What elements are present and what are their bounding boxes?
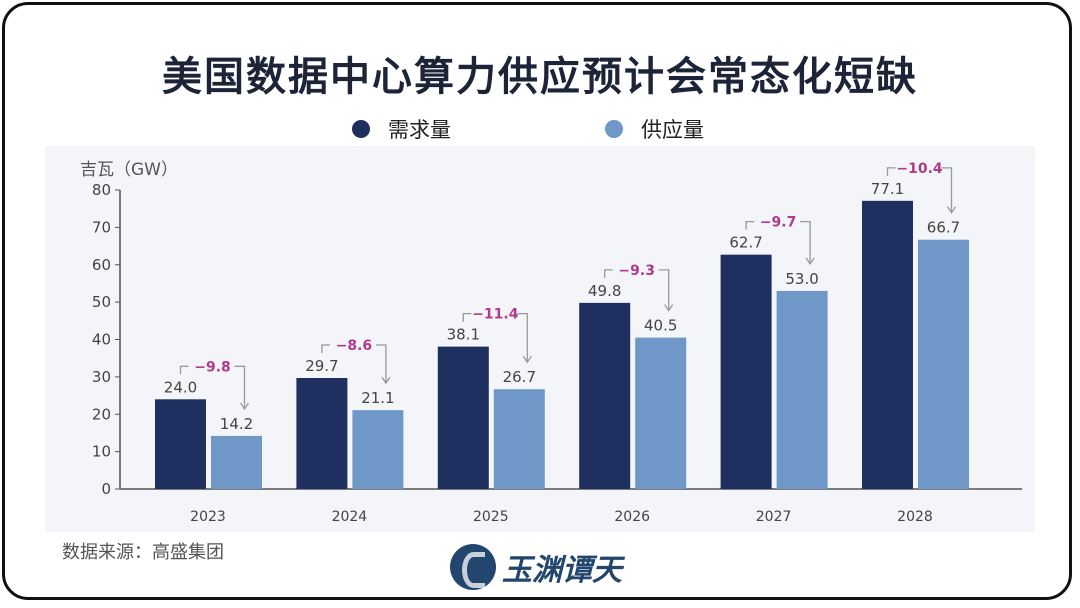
diff-bracket	[745, 221, 811, 264]
diff-bracket	[179, 365, 246, 409]
legend-supply: 供应量	[605, 114, 704, 144]
legend-supply-label: 供应量	[641, 118, 704, 142]
bar-demand	[155, 399, 206, 489]
diff-bracket	[462, 312, 528, 363]
data-label-demand: 49.8	[588, 282, 621, 300]
data-label-supply: 66.7	[927, 219, 960, 237]
data-label-demand: 77.1	[871, 180, 904, 198]
diff-arrow-icon	[946, 206, 957, 214]
diff-label: −9.7	[760, 215, 797, 231]
bar-supply	[211, 435, 262, 489]
diff-arrow-icon	[805, 257, 815, 266]
logo-icon	[450, 544, 496, 590]
data-label-supply: 40.5	[644, 317, 677, 335]
y-tick-label: 20	[92, 405, 111, 423]
legend-demand-label: 需求量	[388, 118, 451, 142]
data-label-demand: 38.1	[447, 326, 480, 344]
x-tick-label: 2024	[332, 509, 368, 525]
data-label-demand: 24.0	[164, 378, 197, 396]
x-tick-label: 2026	[614, 509, 650, 525]
chart-title: 美国数据中心算力供应预计会常态化短缺	[162, 54, 918, 100]
bar-supply	[776, 290, 828, 489]
diff-bracket	[321, 344, 387, 384]
logo-text: 玉渊谭天	[502, 553, 622, 588]
data-label-demand: 29.7	[305, 357, 338, 375]
data-source: 数据来源：高盛集团	[62, 542, 224, 563]
legend-demand-swatch	[352, 120, 370, 138]
y-tick-label: 70	[92, 218, 111, 236]
y-tick-label: 30	[92, 368, 111, 386]
y-tick-label: 0	[101, 480, 111, 498]
diff-label: −11.4	[472, 307, 519, 323]
x-tick-label: 2023	[190, 509, 226, 525]
diff-bracket	[886, 167, 953, 213]
data-label-supply: 21.1	[361, 389, 394, 407]
bar-demand	[437, 346, 489, 489]
bar-demand	[296, 377, 348, 489]
y-tick-label: 10	[92, 443, 111, 461]
diff-arrow-icon	[522, 355, 532, 364]
outer-frame	[2, 2, 1072, 600]
data-label-supply: 53.0	[785, 270, 818, 288]
bar-demand	[862, 200, 913, 489]
x-tick-label: 2028	[897, 509, 933, 525]
diff-label: −10.4	[896, 161, 943, 177]
diff-arrow-icon	[664, 304, 674, 312]
bar-supply	[918, 239, 969, 489]
diff-arrow-icon	[381, 376, 391, 385]
y-tick-label: 80	[92, 181, 111, 199]
bar-supply	[352, 410, 404, 489]
x-tick-label: 2027	[756, 509, 792, 525]
logo: 玉渊谭天	[450, 544, 622, 590]
legend: 需求量 供应量	[0, 114, 1080, 144]
legend-demand: 需求量	[352, 114, 451, 144]
data-label-demand: 62.7	[729, 234, 762, 252]
data-label-supply: 26.7	[503, 368, 536, 386]
x-tick-label: 2025	[473, 509, 509, 525]
y-tick-label: 40	[92, 331, 111, 349]
data-label-supply: 14.2	[220, 415, 253, 433]
diff-bracket	[604, 269, 670, 311]
bar-demand	[720, 254, 772, 489]
bar-supply	[493, 389, 545, 489]
diff-label: −9.3	[618, 263, 655, 279]
diff-label: −8.6	[336, 338, 373, 354]
y-axis-label: 吉瓦（GW）	[80, 160, 178, 180]
diff-label: −9.8	[194, 359, 231, 375]
legend-supply-swatch	[605, 120, 623, 138]
diff-arrow-icon	[239, 402, 250, 411]
bar-demand	[579, 302, 631, 489]
bar-supply	[635, 337, 687, 489]
y-tick-label: 50	[92, 293, 111, 311]
y-tick-label: 60	[92, 256, 111, 274]
